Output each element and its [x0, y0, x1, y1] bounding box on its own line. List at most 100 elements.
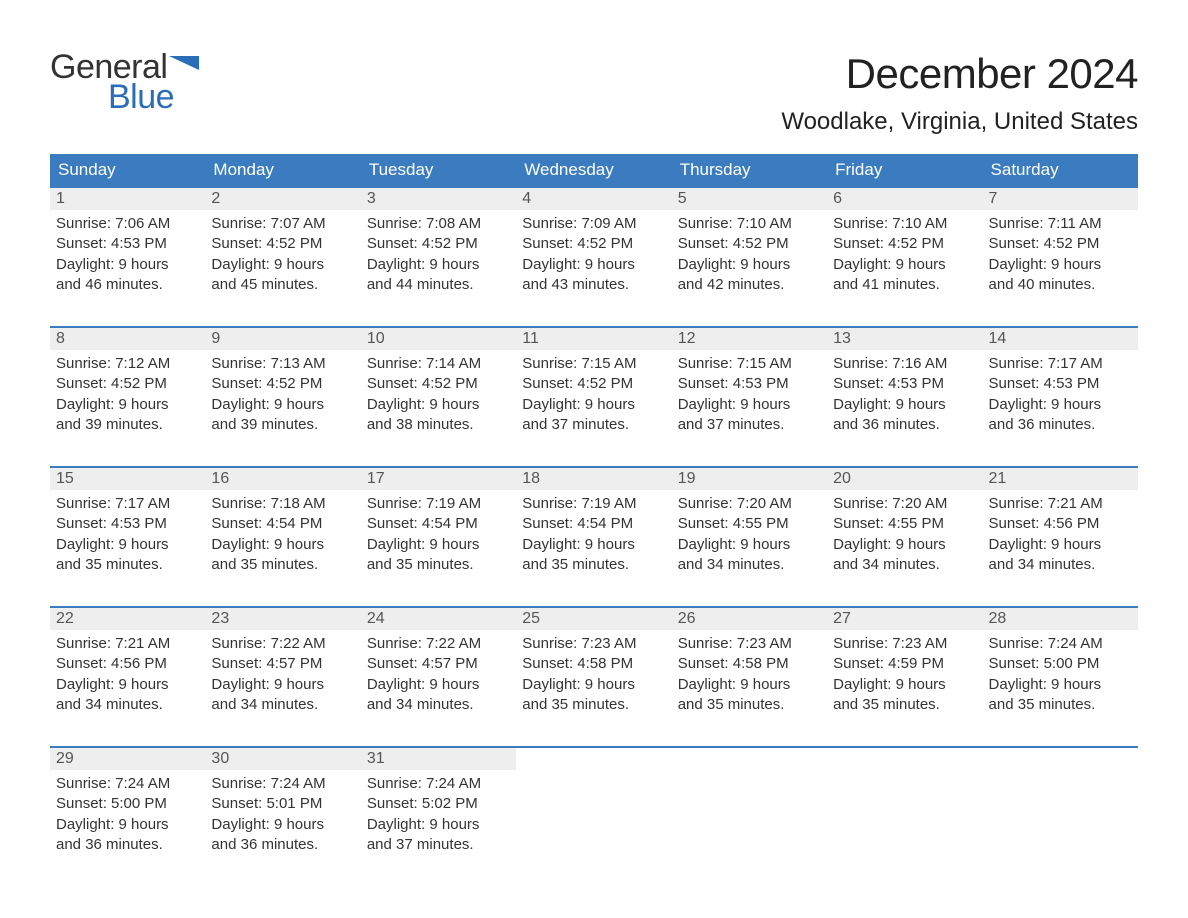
- daylight-text: and 38 minutes.: [367, 415, 510, 435]
- day-cell: 28Sunrise: 7:24 AMSunset: 5:00 PMDayligh…: [983, 607, 1138, 747]
- day-cell: 21Sunrise: 7:21 AMSunset: 4:56 PMDayligh…: [983, 467, 1138, 607]
- day-cell: 19Sunrise: 7:20 AMSunset: 4:55 PMDayligh…: [672, 467, 827, 607]
- day-number: 3: [361, 188, 516, 210]
- weekday-header: Thursday: [672, 154, 827, 187]
- sunrise-text: Sunrise: 7:12 AM: [56, 354, 199, 374]
- daylight-text: and 35 minutes.: [56, 555, 199, 575]
- daylight-text: and 39 minutes.: [211, 415, 354, 435]
- daylight-text: Daylight: 9 hours: [678, 535, 821, 555]
- day-cell: 30Sunrise: 7:24 AMSunset: 5:01 PMDayligh…: [205, 747, 360, 887]
- day-cell: 29Sunrise: 7:24 AMSunset: 5:00 PMDayligh…: [50, 747, 205, 887]
- daylight-text: and 35 minutes.: [211, 555, 354, 575]
- sunset-text: Sunset: 4:59 PM: [833, 654, 976, 674]
- sunrise-text: Sunrise: 7:19 AM: [367, 494, 510, 514]
- day-body: Sunrise: 7:13 AMSunset: 4:52 PMDaylight:…: [205, 350, 360, 441]
- day-body: Sunrise: 7:24 AMSunset: 5:00 PMDaylight:…: [983, 630, 1138, 721]
- day-number: 17: [361, 468, 516, 490]
- day-number: 5: [672, 188, 827, 210]
- day-cell: 2Sunrise: 7:07 AMSunset: 4:52 PMDaylight…: [205, 187, 360, 327]
- sunset-text: Sunset: 4:52 PM: [211, 374, 354, 394]
- week-row: 8Sunrise: 7:12 AMSunset: 4:52 PMDaylight…: [50, 327, 1138, 467]
- daylight-text: Daylight: 9 hours: [833, 395, 976, 415]
- sunrise-text: Sunrise: 7:20 AM: [678, 494, 821, 514]
- daylight-text: Daylight: 9 hours: [522, 255, 665, 275]
- day-body: Sunrise: 7:08 AMSunset: 4:52 PMDaylight:…: [361, 210, 516, 301]
- location-text: Woodlake, Virginia, United States: [781, 108, 1138, 136]
- daylight-text: Daylight: 9 hours: [522, 395, 665, 415]
- sunrise-text: Sunrise: 7:18 AM: [211, 494, 354, 514]
- week-row: 1Sunrise: 7:06 AMSunset: 4:53 PMDaylight…: [50, 187, 1138, 327]
- daylight-text: Daylight: 9 hours: [367, 675, 510, 695]
- sunset-text: Sunset: 4:52 PM: [367, 234, 510, 254]
- day-body: Sunrise: 7:18 AMSunset: 4:54 PMDaylight:…: [205, 490, 360, 581]
- sunset-text: Sunset: 4:52 PM: [56, 374, 199, 394]
- sunrise-text: Sunrise: 7:22 AM: [211, 634, 354, 654]
- daylight-text: Daylight: 9 hours: [678, 255, 821, 275]
- day-cell: [983, 747, 1138, 887]
- daylight-text: Daylight: 9 hours: [989, 535, 1132, 555]
- day-number: 6: [827, 188, 982, 210]
- day-body: Sunrise: 7:19 AMSunset: 4:54 PMDaylight:…: [516, 490, 671, 581]
- sunset-text: Sunset: 4:52 PM: [833, 234, 976, 254]
- daylight-text: and 37 minutes.: [678, 415, 821, 435]
- day-body: Sunrise: 7:15 AMSunset: 4:53 PMDaylight:…: [672, 350, 827, 441]
- day-body: Sunrise: 7:21 AMSunset: 4:56 PMDaylight:…: [983, 490, 1138, 581]
- sunset-text: Sunset: 4:57 PM: [211, 654, 354, 674]
- daylight-text: and 37 minutes.: [367, 835, 510, 855]
- sunrise-text: Sunrise: 7:19 AM: [522, 494, 665, 514]
- daylight-text: and 35 minutes.: [522, 695, 665, 715]
- day-body: Sunrise: 7:09 AMSunset: 4:52 PMDaylight:…: [516, 210, 671, 301]
- day-number: 26: [672, 608, 827, 630]
- day-number: 4: [516, 188, 671, 210]
- day-cell: 26Sunrise: 7:23 AMSunset: 4:58 PMDayligh…: [672, 607, 827, 747]
- day-number: 1: [50, 188, 205, 210]
- sunset-text: Sunset: 4:52 PM: [989, 234, 1132, 254]
- day-number: 13: [827, 328, 982, 350]
- sunrise-text: Sunrise: 7:17 AM: [989, 354, 1132, 374]
- day-body: [672, 752, 827, 762]
- day-number: 21: [983, 468, 1138, 490]
- sunset-text: Sunset: 4:55 PM: [833, 514, 976, 534]
- day-cell: 8Sunrise: 7:12 AMSunset: 4:52 PMDaylight…: [50, 327, 205, 467]
- day-cell: 1Sunrise: 7:06 AMSunset: 4:53 PMDaylight…: [50, 187, 205, 327]
- daylight-text: and 34 minutes.: [367, 695, 510, 715]
- day-body: Sunrise: 7:20 AMSunset: 4:55 PMDaylight:…: [672, 490, 827, 581]
- daylight-text: and 34 minutes.: [989, 555, 1132, 575]
- sunrise-text: Sunrise: 7:24 AM: [211, 774, 354, 794]
- weekday-header: Saturday: [983, 154, 1138, 187]
- sunset-text: Sunset: 4:52 PM: [367, 374, 510, 394]
- daylight-text: Daylight: 9 hours: [522, 535, 665, 555]
- day-cell: 18Sunrise: 7:19 AMSunset: 4:54 PMDayligh…: [516, 467, 671, 607]
- day-body: Sunrise: 7:21 AMSunset: 4:56 PMDaylight:…: [50, 630, 205, 721]
- daylight-text: Daylight: 9 hours: [367, 535, 510, 555]
- sunrise-text: Sunrise: 7:15 AM: [522, 354, 665, 374]
- day-cell: 23Sunrise: 7:22 AMSunset: 4:57 PMDayligh…: [205, 607, 360, 747]
- sunrise-text: Sunrise: 7:17 AM: [56, 494, 199, 514]
- daylight-text: and 35 minutes.: [678, 695, 821, 715]
- day-body: Sunrise: 7:24 AMSunset: 5:02 PMDaylight:…: [361, 770, 516, 861]
- day-number: 8: [50, 328, 205, 350]
- daylight-text: and 46 minutes.: [56, 275, 199, 295]
- daylight-text: and 34 minutes.: [833, 555, 976, 575]
- daylight-text: and 34 minutes.: [678, 555, 821, 575]
- daylight-text: and 36 minutes.: [56, 835, 199, 855]
- daylight-text: Daylight: 9 hours: [56, 255, 199, 275]
- day-body: [827, 752, 982, 762]
- week-row: 22Sunrise: 7:21 AMSunset: 4:56 PMDayligh…: [50, 607, 1138, 747]
- day-number: 22: [50, 608, 205, 630]
- weekday-header: Wednesday: [516, 154, 671, 187]
- sunset-text: Sunset: 4:57 PM: [367, 654, 510, 674]
- day-cell: 31Sunrise: 7:24 AMSunset: 5:02 PMDayligh…: [361, 747, 516, 887]
- day-number: 19: [672, 468, 827, 490]
- sunset-text: Sunset: 4:58 PM: [678, 654, 821, 674]
- sunset-text: Sunset: 4:56 PM: [989, 514, 1132, 534]
- daylight-text: and 44 minutes.: [367, 275, 510, 295]
- sunrise-text: Sunrise: 7:23 AM: [833, 634, 976, 654]
- sunrise-text: Sunrise: 7:23 AM: [678, 634, 821, 654]
- day-number: 18: [516, 468, 671, 490]
- sunset-text: Sunset: 4:53 PM: [56, 234, 199, 254]
- sunset-text: Sunset: 4:54 PM: [211, 514, 354, 534]
- sunset-text: Sunset: 4:52 PM: [522, 234, 665, 254]
- day-number: 14: [983, 328, 1138, 350]
- daylight-text: Daylight: 9 hours: [989, 675, 1132, 695]
